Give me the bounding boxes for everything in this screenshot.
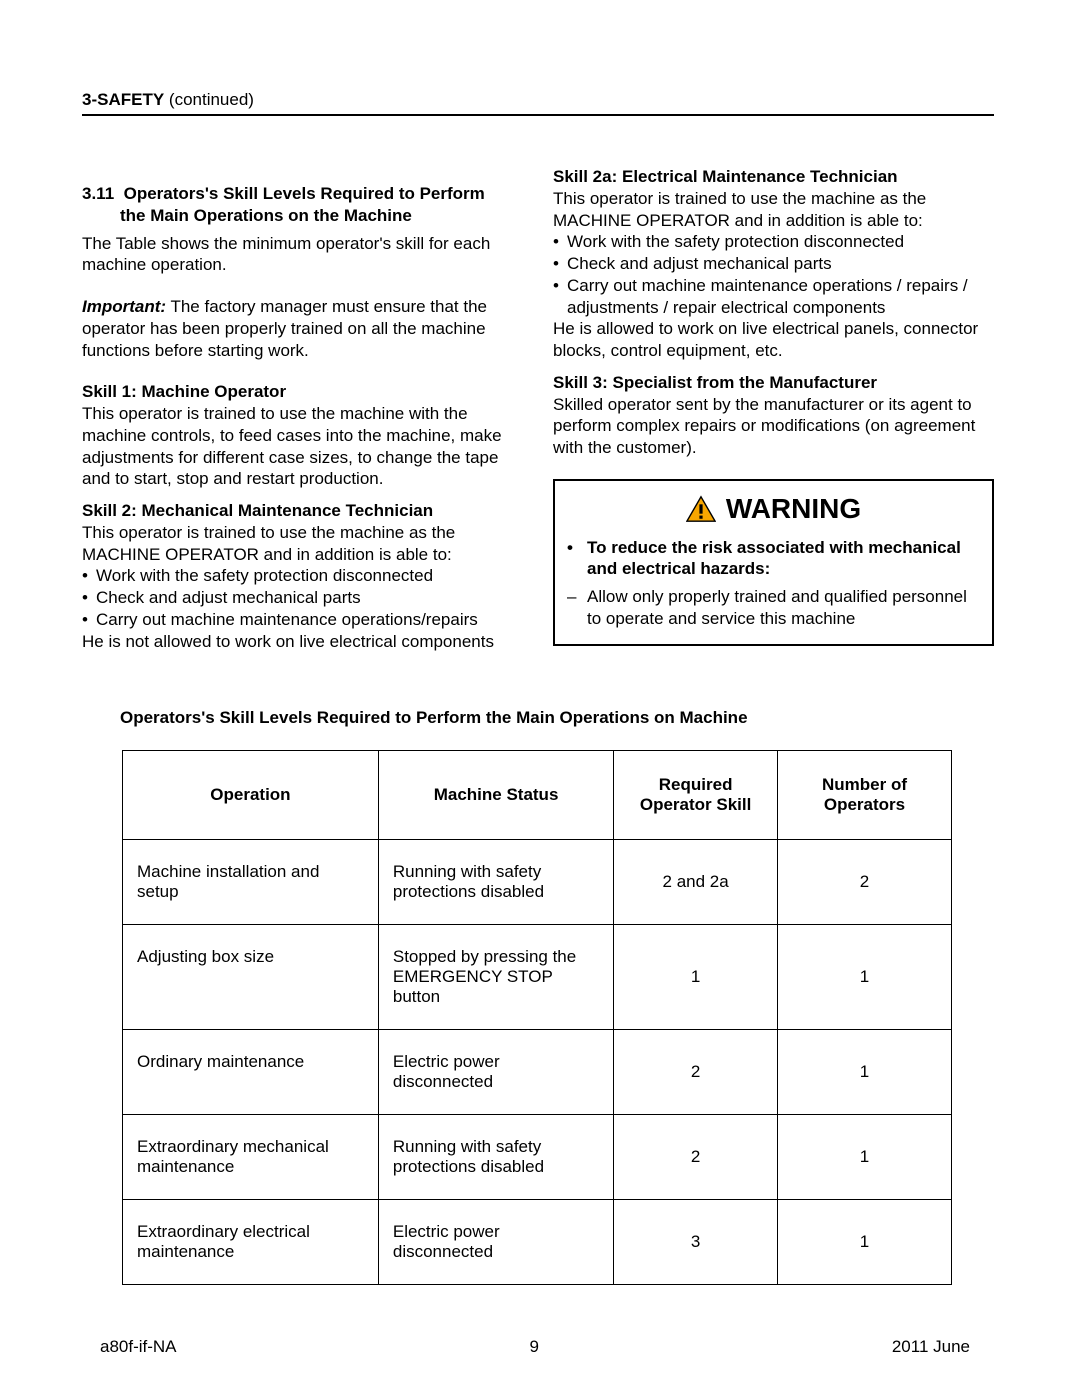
skill-3-text: Skilled operator sent by the manufacture… bbox=[553, 394, 994, 459]
intro-paragraph: The Table shows the minimum operator's s… bbox=[82, 233, 523, 277]
skill-2-heading: Skill 2: Mechanical Maintenance Technici… bbox=[82, 500, 523, 522]
continued-label: (continued) bbox=[164, 90, 254, 109]
cell-status: Electric power disconnected bbox=[378, 1200, 613, 1285]
section-title-line2: the Main Operations on the Machine bbox=[82, 205, 523, 227]
cell-skill: 2 bbox=[614, 1115, 778, 1200]
skill-2-tail: He is not allowed to work on live electr… bbox=[82, 631, 523, 653]
footer-date: 2011 June bbox=[892, 1337, 970, 1357]
cell-status: Running with safety protections disabled bbox=[378, 840, 613, 925]
dash-icon: – bbox=[567, 586, 577, 630]
table-title: Operators's Skill Levels Required to Per… bbox=[120, 708, 994, 728]
cell-operation: Extraordinary electrical maintenance bbox=[123, 1200, 379, 1285]
cell-operation: Ordinary maintenance bbox=[123, 1030, 379, 1115]
cell-operation: Machine installation and setup bbox=[123, 840, 379, 925]
footer-page-number: 9 bbox=[529, 1337, 538, 1357]
section-3-11-heading: 3.11 Operators's Skill Levels Required t… bbox=[82, 183, 523, 227]
cell-skill: 3 bbox=[614, 1200, 778, 1285]
skill-3-heading: Skill 3: Specialist from the Manufacture… bbox=[553, 372, 994, 394]
skill-levels-table: Operation Machine Status Required Operat… bbox=[122, 750, 952, 1285]
table-row: Extraordinary mechanical maintenance Run… bbox=[123, 1115, 952, 1200]
page-header: 3-SAFETY (continued) bbox=[82, 90, 994, 116]
footer-doc-id: a80f-if-NA bbox=[100, 1337, 177, 1357]
warning-bullet-2: – Allow only properly trained and qualif… bbox=[567, 586, 980, 630]
cell-num: 1 bbox=[778, 1030, 952, 1115]
table-row: Machine installation and setup Running w… bbox=[123, 840, 952, 925]
warning-bullet-1: • To reduce the risk associated with mec… bbox=[567, 537, 980, 581]
cell-status: Electric power disconnected bbox=[378, 1030, 613, 1115]
skill-2a-heading: Skill 2a: Electrical Maintenance Technic… bbox=[553, 166, 994, 188]
table-header-row: Operation Machine Status Required Operat… bbox=[123, 751, 952, 840]
skill-1-text: This operator is trained to use the mach… bbox=[82, 403, 523, 490]
cell-status: Stopped by pressing the EMERGENCY STOP b… bbox=[378, 925, 613, 1030]
skill-2a-bullets: Work with the safety protection disconne… bbox=[553, 231, 994, 318]
skill-2-bullets: Work with the safety protection disconne… bbox=[82, 565, 523, 630]
table-row: Ordinary maintenance Electric power disc… bbox=[123, 1030, 952, 1115]
list-item: Check and adjust mechanical parts bbox=[82, 587, 523, 609]
right-column: Skill 2a: Electrical Maintenance Technic… bbox=[553, 166, 994, 652]
section-number: 3.11 bbox=[82, 184, 114, 203]
skill-2a-tail: He is allowed to work on live electrical… bbox=[553, 318, 994, 362]
cell-operation: Extraordinary mechanical maintenance bbox=[123, 1115, 379, 1200]
list-item: Work with the safety protection disconne… bbox=[553, 231, 994, 253]
warning-triangle-icon bbox=[686, 495, 716, 523]
th-machine-status: Machine Status bbox=[378, 751, 613, 840]
left-column: 3.11 Operators's Skill Levels Required t… bbox=[82, 166, 523, 652]
cell-num: 1 bbox=[778, 1200, 952, 1285]
page-content: 3-SAFETY (continued) 3.11 Operators's Sk… bbox=[82, 90, 994, 1285]
list-item: Work with the safety protection disconne… bbox=[82, 565, 523, 587]
important-note: Important: The factory manager must ensu… bbox=[82, 296, 523, 361]
skill-2a-text: This operator is trained to use the mach… bbox=[553, 188, 994, 232]
table-row: Extraordinary electrical maintenance Ele… bbox=[123, 1200, 952, 1285]
th-num-operators: Number of Operators bbox=[778, 751, 952, 840]
th-operation: Operation bbox=[123, 751, 379, 840]
list-item: Carry out machine maintenance operations… bbox=[553, 275, 994, 319]
cell-skill: 2 bbox=[614, 1030, 778, 1115]
section-title-line1: Operators's Skill Levels Required to Per… bbox=[124, 184, 485, 203]
skill-2-text: This operator is trained to use the mach… bbox=[82, 522, 523, 566]
cell-operation: Adjusting box size bbox=[123, 925, 379, 1030]
list-item: Check and adjust mechanical parts bbox=[553, 253, 994, 275]
section-label: 3-SAFETY bbox=[82, 90, 164, 109]
two-column-body: 3.11 Operators's Skill Levels Required t… bbox=[82, 166, 994, 652]
table-row: Adjusting box size Stopped by pressing t… bbox=[123, 925, 952, 1030]
warning-b1-text: To reduce the risk associated with mecha… bbox=[587, 537, 980, 581]
warning-title: WARNING bbox=[726, 491, 861, 527]
table-body: Machine installation and setup Running w… bbox=[123, 840, 952, 1285]
cell-num: 1 bbox=[778, 925, 952, 1030]
warning-box: WARNING • To reduce the risk associated … bbox=[553, 479, 994, 646]
page-footer: a80f-if-NA 9 2011 June bbox=[100, 1337, 970, 1357]
cell-num: 2 bbox=[778, 840, 952, 925]
cell-skill: 1 bbox=[614, 925, 778, 1030]
important-label: Important: bbox=[82, 297, 166, 316]
warning-header: WARNING bbox=[567, 491, 980, 527]
cell-skill: 2 and 2a bbox=[614, 840, 778, 925]
warning-b2-text: Allow only properly trained and qualifie… bbox=[587, 586, 980, 630]
list-item: Carry out machine maintenance operations… bbox=[82, 609, 523, 631]
cell-num: 1 bbox=[778, 1115, 952, 1200]
cell-status: Running with safety protections disabled bbox=[378, 1115, 613, 1200]
skill-1-heading: Skill 1: Machine Operator bbox=[82, 381, 523, 403]
bullet-dot-icon: • bbox=[567, 537, 577, 581]
th-required-skill: Required Operator Skill bbox=[614, 751, 778, 840]
